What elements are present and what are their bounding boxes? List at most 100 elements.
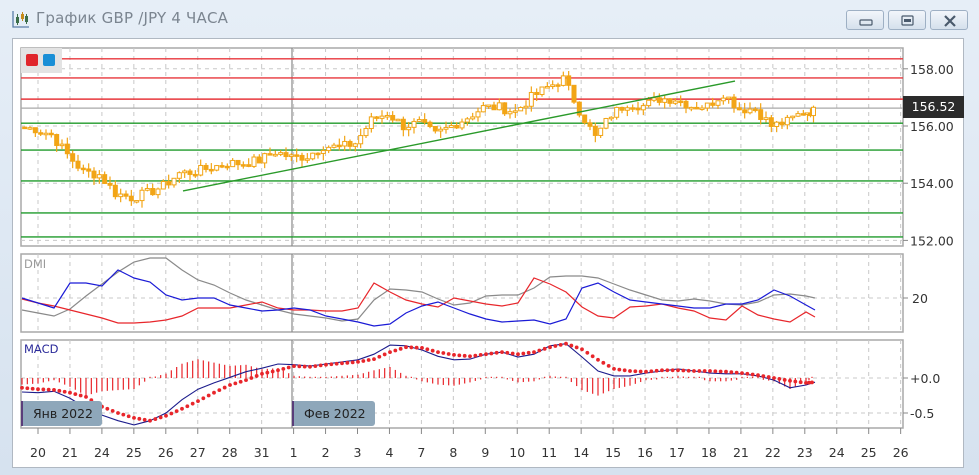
signal-dot — [345, 360, 350, 365]
signal-dot — [57, 388, 62, 393]
signal-dot — [649, 369, 654, 374]
bear-candle — [150, 188, 156, 196]
bull-candle — [139, 189, 145, 202]
bull-candle — [480, 105, 486, 113]
x-tick-label: 3 — [354, 445, 362, 460]
signal-dot — [196, 399, 200, 403]
signal-dot — [308, 364, 312, 369]
signal-dot — [190, 401, 195, 406]
signal-dot — [142, 417, 147, 422]
signal-dot — [622, 368, 627, 373]
chart-panel[interactable] — [12, 38, 964, 468]
bear-candle — [571, 84, 577, 103]
red-legend-swatch[interactable] — [26, 54, 38, 66]
signal-dot — [430, 348, 435, 353]
blue-legend-swatch[interactable] — [43, 54, 55, 66]
signal-dot — [174, 409, 179, 414]
close-button[interactable] — [930, 10, 968, 30]
x-tick-label: 15 — [605, 445, 621, 460]
bear-candle — [235, 159, 241, 166]
signal-dot — [569, 343, 574, 348]
signal-dot — [30, 386, 35, 391]
signal-dot — [334, 361, 339, 366]
maximize-button[interactable] — [888, 10, 926, 30]
signal-dot — [446, 352, 451, 356]
bear-candle — [86, 168, 92, 172]
minimize-button[interactable] — [846, 10, 884, 30]
signal-dot — [718, 369, 723, 374]
bull-candle — [176, 172, 182, 179]
bear-candle — [694, 106, 700, 110]
minus-di-line — [21, 277, 816, 324]
bull-candle — [214, 165, 220, 171]
signal-dot — [228, 383, 232, 387]
x-tick-label: 20 — [30, 445, 46, 460]
bear-candle — [219, 165, 225, 168]
bear-candle — [22, 126, 28, 130]
signal-dot — [500, 350, 504, 354]
signal-dot — [153, 417, 158, 421]
signal-dot — [516, 352, 520, 357]
x-tick-label: 31 — [254, 445, 270, 460]
signal-dot — [297, 364, 302, 369]
x-tick-label: 24 — [94, 445, 110, 460]
x-tick-label: 21 — [733, 445, 749, 460]
bull-candle — [720, 97, 726, 102]
bear-candle — [400, 118, 406, 131]
bear-candle — [64, 143, 70, 155]
signal-dot — [329, 362, 334, 367]
signal-dot — [574, 345, 579, 350]
signal-dot — [654, 368, 659, 373]
bull-candle — [795, 113, 801, 117]
bear-candle — [123, 193, 129, 197]
bull-candle — [27, 127, 33, 130]
signal-dot — [46, 387, 51, 392]
bull-candle — [326, 146, 332, 152]
signal-dot — [532, 350, 536, 354]
bear-candle — [592, 125, 598, 136]
bull-candle — [406, 126, 412, 131]
bull-candle — [438, 128, 444, 132]
x-tick-label: 26 — [893, 445, 909, 460]
bull-candle — [118, 193, 124, 198]
x-tick-label: 8 — [449, 445, 457, 460]
bear-candle — [768, 117, 774, 127]
signal-dot — [660, 368, 664, 373]
title-bar[interactable]: График GBP /JPY 4 ЧАСА — [0, 0, 979, 38]
bull-candle — [272, 153, 278, 157]
trendline — [182, 80, 736, 192]
bear-candle — [75, 160, 81, 169]
signal-dot — [686, 368, 691, 373]
bull-candle — [640, 105, 646, 111]
bull-candle — [512, 110, 518, 113]
signal-dot — [393, 348, 398, 353]
bear-candle — [294, 154, 300, 157]
signal-dot — [628, 369, 632, 373]
x-tick-label: 11 — [541, 445, 557, 460]
signal-dot — [702, 369, 707, 373]
bear-candle — [38, 132, 44, 135]
bull-candle — [182, 170, 188, 174]
bull-candle — [544, 86, 550, 89]
bear-candle — [48, 132, 54, 136]
series-legend[interactable] — [21, 48, 62, 73]
signal-dot — [601, 360, 606, 365]
signal-dot — [638, 369, 643, 374]
bear-candle — [678, 100, 684, 104]
bull-candle — [363, 128, 369, 137]
macd-pane-frame — [20, 339, 904, 429]
bear-candle — [587, 122, 593, 127]
bull-candle — [624, 107, 630, 111]
month-label-jan: Янв 2022 — [21, 401, 103, 426]
signal-dot — [313, 364, 318, 368]
current-price-label: 156.52 — [903, 96, 964, 118]
bull-candle — [379, 115, 385, 119]
signal-dot — [745, 371, 750, 376]
bear-candle — [566, 75, 572, 86]
signal-dot — [361, 359, 366, 363]
signal-dot — [457, 353, 462, 358]
signal-dot — [398, 346, 403, 351]
macd-pane-title: MACD — [24, 342, 59, 356]
candles — [22, 71, 816, 208]
